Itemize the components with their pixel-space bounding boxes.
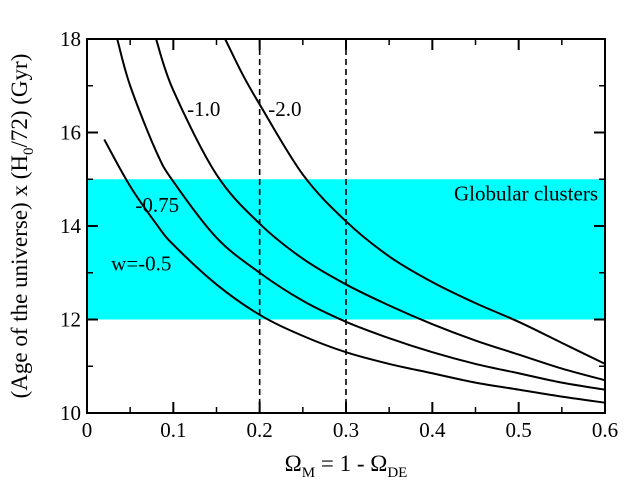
x-tick-label: 0.4 — [419, 418, 446, 442]
y-tick-label: 10 — [60, 401, 81, 425]
x-tick-label: 0.3 — [333, 418, 359, 442]
curve-labels: w=-0.5 -0.75 -1.0 -2.0 — [111, 97, 301, 275]
x-tick-label: 0.5 — [506, 418, 532, 442]
x-tick-label: 0 — [82, 418, 93, 442]
x-tick-label: 0.6 — [592, 418, 618, 442]
curve-label-3: -2.0 — [268, 97, 301, 121]
curve-label-0: w=-0.5 — [111, 251, 171, 275]
curve-1 — [116, 38, 606, 391]
x-axis-label: ΩM = 1 - ΩDE — [285, 451, 408, 481]
curve-2 — [155, 38, 606, 382]
curve-label-1: -0.75 — [135, 193, 179, 217]
curve-0 — [103, 139, 606, 404]
plot-frame — [86, 38, 606, 414]
y-axis-label-sub: 0 — [21, 148, 37, 156]
reference-lines — [258, 39, 347, 413]
y-tick-label: 16 — [60, 121, 81, 145]
y-tick-label: 14 — [60, 214, 82, 238]
curve-label-2: -1.0 — [187, 97, 220, 121]
band-label: Globular clusters — [454, 181, 598, 205]
x-tick-label: 0.2 — [247, 418, 273, 442]
curves — [103, 38, 606, 404]
x-tick-label: 0.1 — [160, 418, 186, 442]
curve-3 — [224, 38, 606, 365]
y-axis-label: (Age of the universe) x (H0/72) (Gyr) — [7, 54, 37, 399]
y-axis-label-part1: (Age of the universe) x (H — [7, 155, 32, 398]
x-axis-label-sub-m: M — [302, 465, 315, 481]
x-axis-label-omega-m: Ω — [285, 451, 302, 476]
y-tick-label: 18 — [60, 27, 81, 51]
x-axis-label-mid: = 1 - Ω — [315, 451, 387, 476]
x-axis-label-sub-de: DE — [387, 465, 407, 481]
y-axis-label-part2: /72) (Gyr) — [7, 54, 32, 148]
y-tick-label: 12 — [60, 308, 81, 332]
